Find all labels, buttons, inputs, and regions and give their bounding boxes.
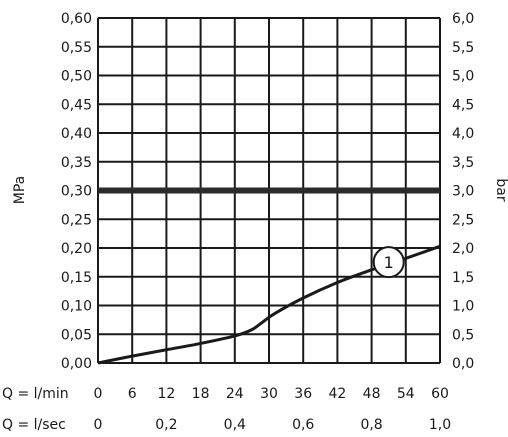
right-tick-label: 1,5 <box>452 270 474 286</box>
left-tick-label: 0,40 <box>61 126 92 142</box>
left-tick-label: 0,55 <box>61 40 92 56</box>
left-tick-label: 0,15 <box>61 270 92 286</box>
left-tick-label: 0,05 <box>61 327 92 343</box>
annotation-group: 1 <box>372 246 405 279</box>
right-tick-label: 0,0 <box>452 356 474 372</box>
left-tick-label: 0,30 <box>61 184 92 200</box>
annotation-label: 1 <box>384 253 394 272</box>
left-tick-label: 0,00 <box>61 356 92 372</box>
x-tick-label: 12 <box>157 386 175 402</box>
x-axis-ticks: Q = l/min 0 6 12 18 24 30 36 42 48 54 60 Q = l/sec 0 0… <box>2 386 451 433</box>
x-tick-label: 30 <box>260 386 278 402</box>
right-tick-label: 3,0 <box>452 184 474 200</box>
right-tick-label: 6,0 <box>452 11 474 27</box>
right-tick-label: 2,5 <box>452 212 474 228</box>
right-tick-label: 1,0 <box>452 299 474 315</box>
x-tick-label: 18 <box>192 386 210 402</box>
left-tick-label: 0,35 <box>61 155 92 171</box>
left-tick-label: 0,60 <box>61 11 92 27</box>
right-tick-label: 2,0 <box>452 241 474 257</box>
x-tick-label: 0 <box>94 386 103 402</box>
right-tick-label: 3,5 <box>452 155 474 171</box>
right-tick-label: 5,0 <box>452 69 474 85</box>
right-tick-label: 4,0 <box>452 126 474 142</box>
x-tick-label: 24 <box>226 386 244 402</box>
left-tick-label: 0,25 <box>61 212 92 228</box>
x-tick-label: 6 <box>128 386 137 402</box>
left-axis-ticks: 0,00 0,05 0,10 0,15 0,20 0,25 0,30 0,35 0,40 0,45… <box>61 11 92 372</box>
left-tick-label: 0,50 <box>61 69 92 85</box>
x-tick-label: 60 <box>431 386 449 402</box>
right-axis-title: bar <box>493 178 508 201</box>
x-tick-label: 0,2 <box>155 417 177 433</box>
left-tick-label: 0,45 <box>61 97 92 113</box>
left-tick-label: 0,10 <box>61 299 92 315</box>
annotation-circle <box>372 246 405 279</box>
x-tick-label: 1,0 <box>429 417 451 433</box>
left-tick-label: 0,20 <box>61 241 92 257</box>
x-tick-label: 42 <box>328 386 346 402</box>
x-tick-label: 48 <box>363 386 381 402</box>
x-axis-row-label: Q = l/sec <box>2 417 66 433</box>
series-line-0 <box>97 244 441 365</box>
right-tick-label: 0,5 <box>452 327 474 343</box>
x-tick-label: 0,6 <box>292 417 314 433</box>
right-tick-label: 5,5 <box>452 40 474 56</box>
x-tick-label: 0 <box>94 417 103 433</box>
x-axis-row-label: Q = l/min <box>2 386 69 402</box>
right-tick-label: 4,5 <box>452 97 474 113</box>
x-tick-label: 0,8 <box>360 417 382 433</box>
left-axis-title: MPa <box>12 176 28 204</box>
x-tick-label: 0,4 <box>224 417 246 433</box>
x-tick-label: 54 <box>397 386 415 402</box>
x-tick-label: 36 <box>294 386 312 402</box>
right-axis-ticks: 0,0 0,5 1,0 1,5 2,0 2,5 3,0 3,5 4,0 4,5 5,0 5,5 6,0 <box>452 11 474 372</box>
series-group <box>97 244 441 365</box>
